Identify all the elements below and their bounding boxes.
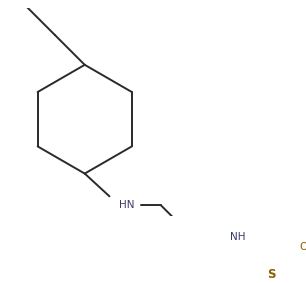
Text: O: O [299, 242, 306, 252]
Text: HN: HN [119, 200, 135, 210]
Text: NH: NH [230, 232, 245, 242]
Text: S: S [267, 268, 276, 281]
